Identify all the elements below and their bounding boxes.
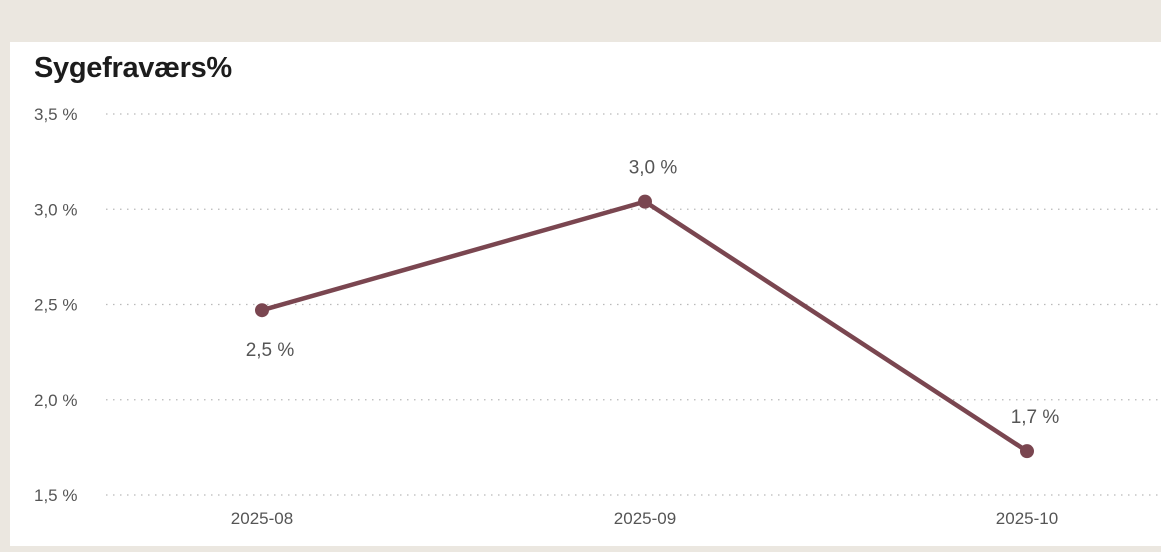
x-tick-label: 2025-10 [996,509,1058,528]
data-label: 3,0 % [629,158,678,179]
data-point [255,303,269,318]
series-line [259,199,1030,454]
x-tick-label: 2025-09 [614,509,676,528]
data-point [1020,444,1034,459]
y-tick-label: 2,0 % [34,391,77,410]
line-chart: 3,5 % 3,0 % 2,5 % 2,0 % 1,5 % 2025-08 2025-09 2… [34,105,1161,528]
y-tick-label: 1,5 % [34,486,77,505]
data-label: 1,7 % [1011,407,1060,428]
y-tick-label: 2,5 % [34,296,77,315]
chart-card: Sygefraværs% 3,5 % 3,0 % 2,5 % 2,0 % 1,5 % 20… [10,42,1161,546]
y-tick-label: 3,0 % [34,200,77,219]
data-label: 2,5 % [246,340,295,361]
x-tick-label: 2025-08 [231,509,293,528]
data-point [638,194,652,209]
y-tick-label: 3,5 % [34,105,77,124]
chart-title: Sygefraværs% [34,52,232,84]
